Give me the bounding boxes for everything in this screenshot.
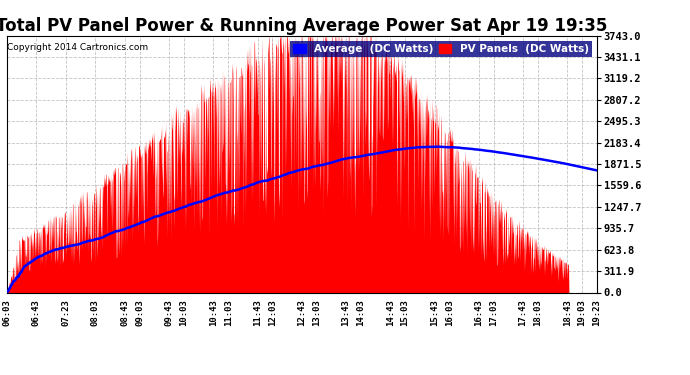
Title: Total PV Panel Power & Running Average Power Sat Apr 19 19:35: Total PV Panel Power & Running Average P… xyxy=(0,18,608,36)
Legend: Average  (DC Watts), PV Panels  (DC Watts): Average (DC Watts), PV Panels (DC Watts) xyxy=(290,41,591,57)
Text: Copyright 2014 Cartronics.com: Copyright 2014 Cartronics.com xyxy=(8,44,148,52)
